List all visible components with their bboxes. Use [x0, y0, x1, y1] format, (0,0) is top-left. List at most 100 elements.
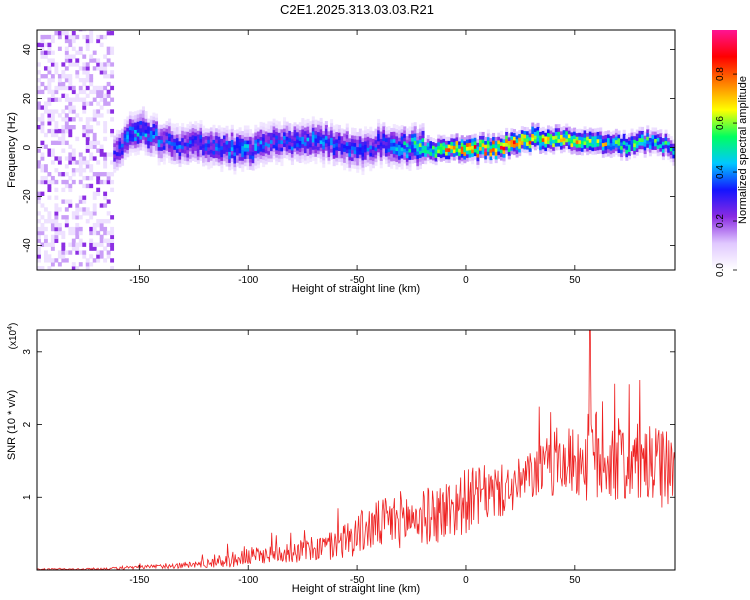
heatmap-cell	[157, 150, 161, 155]
heatmap-cell	[314, 130, 318, 135]
heatmap-cell	[54, 109, 59, 114]
heatmap-cell	[50, 179, 55, 185]
heatmap-cell	[593, 146, 598, 151]
heatmap-cell	[447, 136, 451, 141]
heatmap-cell	[149, 130, 153, 135]
heatmap-cell	[309, 121, 313, 126]
heatmap-cell	[353, 139, 357, 144]
heatmap-cell	[421, 156, 425, 161]
heatmap-cell	[82, 89, 87, 95]
heatmap-cell	[366, 129, 370, 134]
heatmap-cell	[64, 78, 69, 83]
heatmap-cell	[71, 238, 76, 243]
heatmap-cell	[264, 145, 268, 150]
heatmap-cell	[293, 125, 297, 131]
heatmap-cell	[384, 130, 388, 135]
heatmap-cell	[202, 132, 206, 138]
heatmap-cell	[85, 66, 90, 71]
heatmap-cell	[139, 127, 143, 133]
heatmap-cell	[134, 133, 138, 138]
heatmap-cell	[468, 153, 472, 158]
heatmap-cell	[37, 266, 41, 270]
heatmap-cell	[215, 139, 219, 144]
heatmap-cell	[57, 156, 62, 161]
heatmap-cell	[75, 34, 80, 40]
heatmap-cell	[479, 150, 483, 155]
heatmap-cell	[520, 133, 524, 138]
colorbar-gradient	[712, 30, 737, 270]
heatmap-cell	[149, 141, 153, 146]
heatmap-cell	[68, 152, 73, 157]
heatmap-cell	[319, 154, 323, 159]
heatmap-cell	[607, 152, 611, 157]
heatmap-cell	[486, 140, 490, 145]
heatmap-cell	[390, 131, 394, 136]
heatmap-cell	[149, 152, 153, 157]
heatmap-cell	[170, 127, 174, 132]
heatmap-cell	[241, 138, 245, 143]
heatmap-cell	[518, 148, 522, 153]
heatmap-cell	[71, 109, 76, 114]
heatmap-cell	[604, 153, 608, 158]
heatmap-cell	[165, 124, 169, 129]
heatmap-cell	[578, 128, 582, 133]
heatmap-cell	[311, 156, 315, 161]
heatmap-cell	[181, 156, 185, 161]
heatmap-cell	[57, 81, 62, 87]
heatmap-cell	[103, 34, 108, 40]
heatmap-cell	[476, 149, 480, 154]
heatmap-cell	[445, 144, 449, 149]
heatmap-cell	[460, 160, 464, 166]
heatmap-cell	[604, 141, 608, 147]
heatmap-cell	[78, 226, 83, 232]
heatmap-cell	[50, 152, 55, 157]
heatmap-cell	[528, 129, 532, 134]
heatmap-cell	[656, 141, 660, 146]
heatmap-cell	[264, 149, 268, 154]
heatmap-cell	[155, 113, 159, 118]
heatmap-cell	[664, 144, 668, 149]
heatmap-cell	[413, 140, 417, 145]
heatmap-cell	[463, 159, 467, 164]
heatmap-cell	[71, 246, 76, 251]
heatmap-cell	[37, 191, 41, 196]
heatmap-cell	[230, 165, 234, 170]
heatmap-cell	[215, 131, 219, 136]
heatmap-cell	[37, 258, 41, 263]
heatmap-cell	[455, 136, 459, 142]
heatmap-cell	[215, 161, 219, 166]
heatmap-cell	[269, 136, 274, 141]
heatmap-cell	[285, 128, 289, 134]
heatmap-cell	[395, 157, 399, 163]
heatmap-cell	[175, 141, 179, 146]
heatmap-cell	[565, 127, 569, 132]
heatmap-cell	[293, 129, 297, 134]
heatmap-cell	[431, 145, 436, 150]
heatmap-cell	[71, 125, 76, 130]
heatmap-cell	[207, 165, 211, 170]
heatmap-cell	[128, 144, 132, 149]
heatmap-cell	[89, 215, 94, 220]
heatmap-cell	[416, 154, 420, 159]
heatmap-cell	[64, 179, 69, 185]
heatmap-cell	[207, 161, 211, 166]
heatmap-cell	[439, 142, 443, 148]
heatmap-cell	[499, 152, 503, 157]
heatmap-cell	[502, 157, 506, 162]
heatmap-cell	[178, 162, 182, 167]
heatmap-cell	[188, 158, 193, 163]
heatmap-cell	[243, 147, 247, 152]
heatmap-cell	[330, 144, 334, 149]
heatmap-cell	[110, 30, 115, 36]
heatmap-cell	[667, 137, 671, 142]
heatmap-cell	[196, 156, 200, 161]
heatmap-cell	[526, 138, 530, 143]
heatmap-cell	[601, 138, 605, 144]
heatmap-cell	[225, 162, 229, 167]
heatmap-cell	[71, 172, 76, 177]
heatmap-cell	[128, 115, 132, 120]
heatmap-cell	[471, 152, 475, 157]
heatmap-cell	[61, 132, 66, 138]
heatmap-cell	[220, 167, 224, 172]
heatmap-cell	[638, 148, 642, 153]
